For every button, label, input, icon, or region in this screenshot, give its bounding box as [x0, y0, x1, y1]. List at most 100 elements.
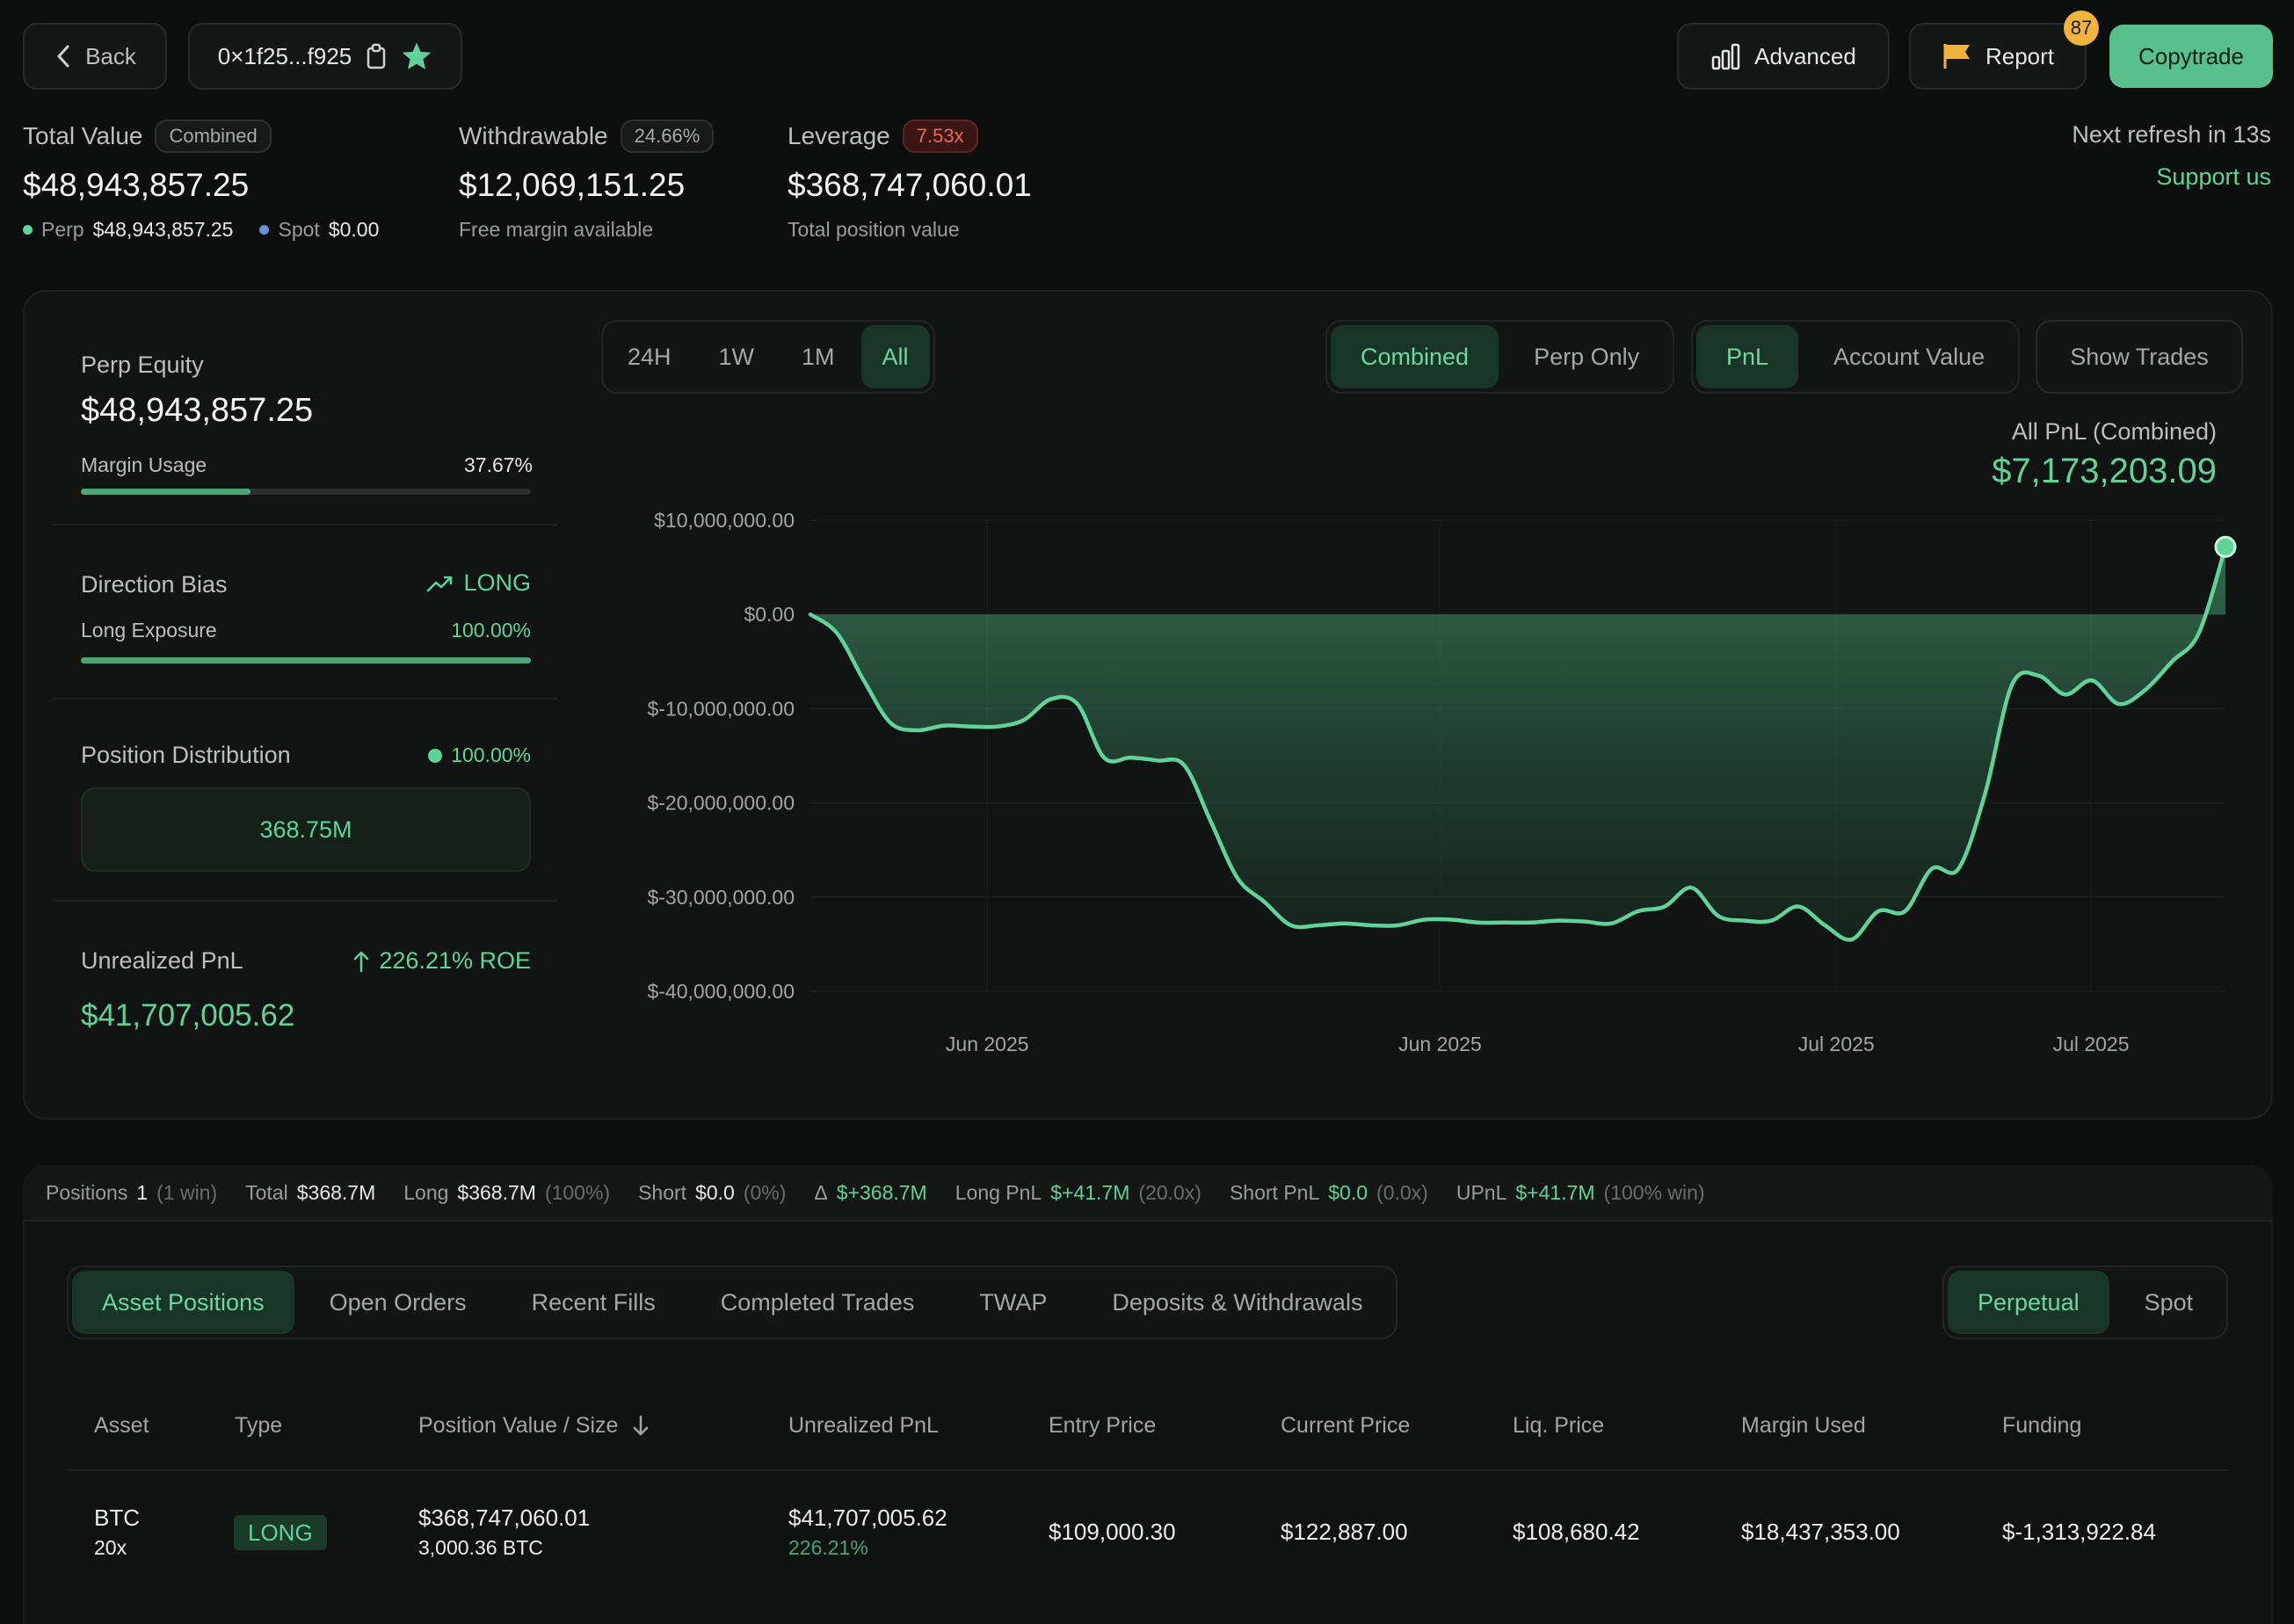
current-price: $122,887.00 [1281, 1519, 1408, 1545]
show-trades-button[interactable]: Show Trades [2036, 320, 2243, 394]
positions-win: (1 win) [156, 1180, 218, 1204]
star-icon[interactable] [401, 41, 432, 71]
direction-bias-text: LONG [463, 569, 531, 596]
report-button[interactable]: Report [1909, 23, 2087, 90]
pnl-area [810, 547, 2225, 940]
x-tick-label: Jul 2025 [1798, 1033, 1875, 1055]
total-value-strip: $368.7M [296, 1180, 376, 1204]
report-count-badge: 87 [2064, 11, 2099, 46]
scope-perp-only[interactable]: Perp Only [1534, 343, 1640, 370]
header-position-value[interactable]: Position Value / Size [418, 1413, 650, 1439]
asset-leverage: 20x [94, 1536, 127, 1559]
delta-label: Δ [814, 1180, 828, 1204]
range-1m[interactable]: 1M [802, 343, 835, 370]
positions-summary-bar: Positions 1 (1 win) Total $368.7M Long $… [23, 1165, 2273, 1222]
withdrawable-label: Withdrawable [459, 122, 608, 149]
margin-usage-label: Margin Usage [81, 453, 207, 476]
distribution-dot [428, 748, 443, 763]
type-badge: LONG [234, 1515, 327, 1550]
wallet-address: 0×1f25...f925 [217, 42, 352, 69]
total-value-block: Total Value Combined $48,943,857.25 Perp… [23, 120, 379, 242]
perp-label: Perp [41, 218, 84, 241]
perp-value: $48,943,857.25 [92, 218, 234, 241]
metric-account-value[interactable]: Account Value [1833, 343, 1985, 370]
tab-asset-positions[interactable]: Asset Positions [72, 1271, 294, 1334]
x-tick-label: Jun 2025 [1398, 1033, 1482, 1055]
withdrawable-sub: Free margin available [459, 218, 654, 241]
pnl-total: $7,173,203.09 [1992, 452, 2217, 490]
back-button[interactable]: Back [23, 23, 167, 90]
leverage-badge: 7.53x [902, 120, 978, 153]
copytrade-button[interactable]: Copytrade [2109, 25, 2273, 88]
short-pnl-mult: (0.0x) [1376, 1180, 1428, 1204]
header-type: Type [235, 1413, 283, 1438]
y-tick-label: $-20,000,000.00 [647, 792, 795, 815]
next-refresh: Next refresh in 13s [2072, 121, 2271, 148]
perp-equity-label: Perp Equity [81, 352, 204, 378]
range-1w[interactable]: 1W [718, 343, 755, 370]
type-text: LONG [248, 1519, 313, 1546]
address-chip[interactable]: 0×1f25...f925 [188, 23, 462, 90]
long-pct: (100%) [544, 1180, 611, 1204]
long-value: $368.7M [457, 1180, 536, 1204]
long-label: Long [403, 1180, 449, 1204]
tab-deposits-withdrawals[interactable]: Deposits & Withdrawals [1112, 1288, 1363, 1316]
back-label: Back [85, 42, 136, 69]
range-all[interactable]: All [860, 325, 930, 388]
copytrade-label: Copytrade [2138, 42, 2244, 69]
advanced-button[interactable]: Advanced [1677, 23, 1890, 90]
margin-usage-bar [81, 489, 531, 495]
tab-twap[interactable]: TWAP [979, 1288, 1048, 1316]
market-perpetual[interactable]: Perpetual [1948, 1271, 2109, 1334]
distribution-pct: 100.00% [451, 743, 531, 766]
position-distribution-total: 368.75M [259, 816, 352, 843]
short-label: Short [638, 1180, 687, 1204]
range-24h[interactable]: 24H [628, 343, 672, 370]
tab-open-orders[interactable]: Open Orders [329, 1288, 467, 1316]
positions-count: 1 [136, 1180, 149, 1204]
long-pnl-value: $+41.7M [1050, 1180, 1130, 1204]
report-count: 87 [2070, 17, 2093, 39]
position-distribution-box: 368.75M [81, 787, 531, 872]
margin-usage-fill [81, 489, 250, 495]
short-value: $0.0 [695, 1180, 735, 1204]
leverage-value: $368,747,060.01 [788, 167, 1032, 203]
withdrawable-block: Withdrawable 24.66% $12,069,151.25 Free … [459, 120, 715, 242]
sort-down-icon[interactable] [632, 1415, 650, 1438]
pnl-title: All PnL (Combined) [2011, 418, 2217, 445]
scope-combined[interactable]: Combined [1331, 325, 1499, 388]
bar-chart-icon [1710, 42, 1742, 70]
tab-completed-trades[interactable]: Completed Trades [720, 1288, 915, 1316]
position-size: 3,000.36 BTC [418, 1536, 543, 1559]
tab-recent-fills[interactable]: Recent Fills [531, 1288, 656, 1316]
long-exposure-fill [81, 657, 531, 663]
upnl-win: (100% win) [1603, 1180, 1705, 1204]
entry-price: $109,000.30 [1049, 1519, 1176, 1545]
positions-label: Positions [46, 1180, 128, 1204]
left-divider-3 [53, 900, 557, 902]
total-value-label: Total Value [23, 122, 143, 149]
header-entry-price: Entry Price [1049, 1413, 1157, 1438]
metric-pnl[interactable]: PnL [1696, 325, 1799, 388]
y-tick-label: $10,000,000.00 [654, 509, 795, 532]
position-value: $368,747,060.01 [418, 1504, 591, 1531]
market-spot[interactable]: Spot [2144, 1288, 2194, 1316]
show-trades-label: Show Trades [2070, 343, 2209, 370]
long-exposure-label: Long Exposure [81, 619, 217, 642]
unrealized-pnl-roe: 226.21% ROE [334, 947, 531, 975]
leverage-sub: Total position value [788, 218, 960, 241]
table-header-divider [67, 1469, 2229, 1471]
position-distribution-value: 100.00% [413, 743, 531, 767]
left-divider-2 [53, 698, 557, 700]
upnl-label: UPnL [1456, 1180, 1507, 1204]
support-link[interactable]: Support us [2156, 163, 2271, 190]
clipboard-icon[interactable] [366, 43, 387, 69]
positions-tabs: Asset Positions Open Orders Recent Fills… [67, 1265, 1398, 1339]
position-distribution-label: Position Distribution [81, 742, 291, 768]
left-divider-1 [53, 524, 557, 526]
advanced-label: Advanced [1754, 42, 1856, 69]
y-tick-label: $-30,000,000.00 [647, 886, 795, 909]
leverage-block: Leverage 7.53x $368,747,060.01 Total pos… [788, 120, 1032, 242]
long-pnl-mult: (20.0x) [1138, 1180, 1201, 1204]
market-selector: Perpetual Spot [1942, 1265, 2229, 1339]
